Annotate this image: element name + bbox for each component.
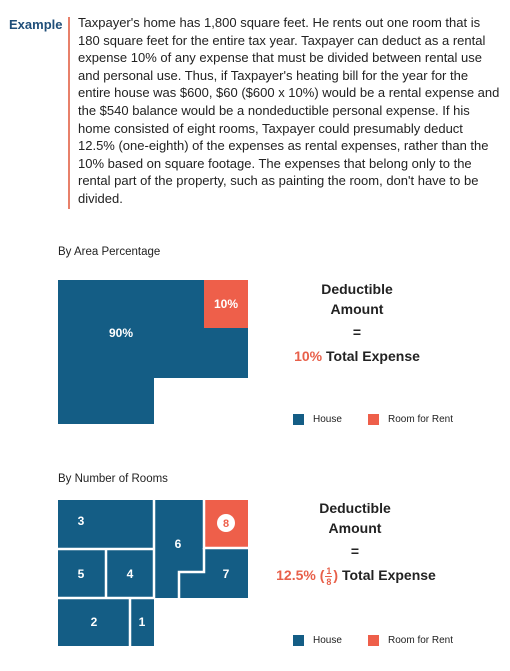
area-deductible-block: Deductible Amount = — [292, 279, 422, 340]
rooms-total-rest: Total Expense — [341, 567, 436, 584]
example-accent-bar — [68, 17, 70, 209]
rooms-deductible-line1: Deductible — [319, 500, 391, 516]
room-8-rent — [204, 500, 248, 548]
example-label: Example — [9, 17, 63, 32]
house-area-shape — [58, 280, 248, 424]
rooms-total: 12.5% (1 8) Total Expense — [270, 566, 442, 587]
room-label-5: 5 — [78, 567, 85, 581]
rent-area-label: 10% — [214, 297, 238, 311]
area-legend-house-label: House — [313, 414, 342, 425]
room-label-3: 3 — [78, 514, 85, 528]
rooms-deductible-line2: Amount — [328, 520, 382, 536]
rooms-legend-rent-swatch — [368, 635, 379, 646]
fraction-numerator: 1 — [325, 566, 333, 577]
room-label-6: 6 — [175, 537, 182, 551]
area-equals: = — [352, 324, 362, 340]
room-label-8: 8 — [223, 518, 229, 530]
area-total-highlight: 10% — [294, 348, 323, 364]
house-area-label: 90% — [109, 326, 133, 340]
room-label-2: 2 — [91, 615, 98, 629]
area-section-title: By Area Percentage — [58, 246, 161, 258]
area-legend-house-swatch — [293, 414, 304, 425]
room-label-1: 1 — [139, 615, 146, 629]
rooms-legend-rent-label: Room for Rent — [388, 635, 454, 646]
room-label-4: 4 — [127, 567, 134, 581]
rooms-legend-house-label: House — [313, 635, 342, 646]
rooms-house-shape — [58, 500, 248, 646]
fraction-denominator: 8 — [326, 577, 332, 587]
rooms-total-highlight: 12.5% ( — [276, 567, 325, 584]
rent-area-shape — [204, 280, 248, 328]
area-deductible-line2: Amount — [330, 301, 384, 317]
rooms-equals: = — [350, 543, 360, 559]
area-legend-rent-swatch — [368, 414, 379, 425]
room-label-7: 7 — [223, 567, 230, 581]
example-text: Taxpayer's home has 1,800 square feet. H… — [78, 15, 500, 206]
area-total-rest: Total Expense — [326, 348, 420, 364]
rooms-deductible-block: Deductible Amount = — [290, 498, 420, 559]
room-8-badge — [217, 514, 235, 532]
rooms-legend-house-swatch — [293, 635, 304, 646]
area-legend-rent-label: Room for Rent — [388, 414, 454, 425]
room-dividers — [58, 500, 248, 646]
rooms-total-close: ) — [333, 567, 339, 584]
area-total: 10% Total Expense — [282, 348, 432, 364]
rooms-section-title: By Number of Rooms — [58, 473, 168, 485]
area-deductible-line1: Deductible — [321, 281, 393, 297]
